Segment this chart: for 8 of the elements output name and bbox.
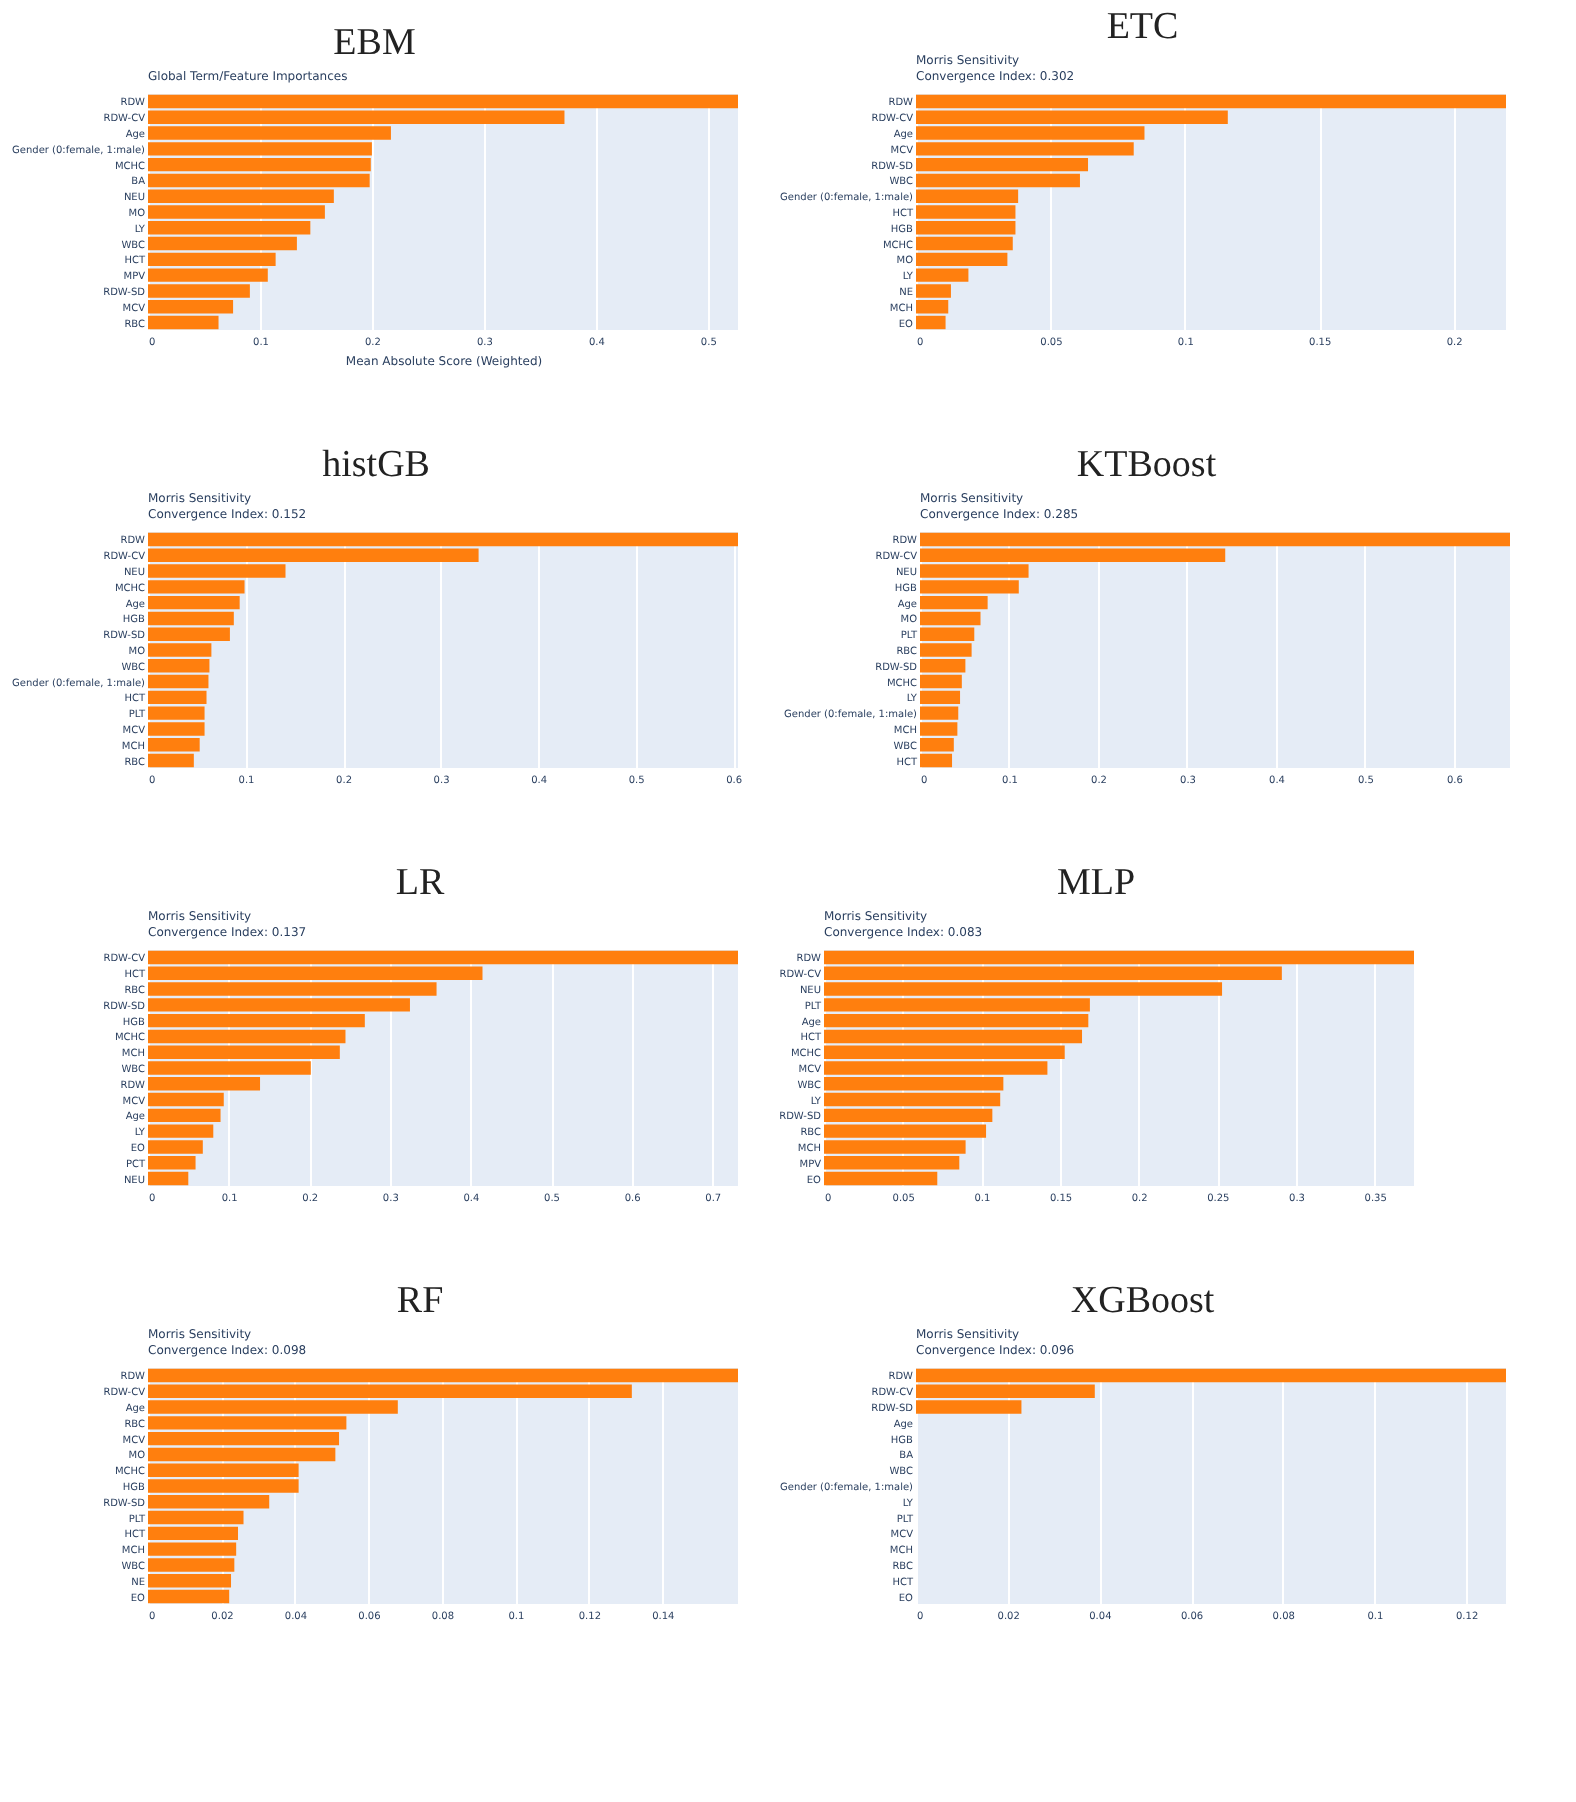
chart-title: RF bbox=[396, 1280, 444, 1322]
chart-title: XGBoost bbox=[1070, 1280, 1216, 1322]
chart-title: LR bbox=[395, 862, 446, 904]
chart-title: MLP bbox=[1057, 862, 1136, 904]
chart-title: KTBoost bbox=[1076, 444, 1218, 486]
chart-title: EBM bbox=[333, 22, 416, 64]
chart-title: histGB bbox=[322, 444, 430, 486]
chart-title: ETC bbox=[1106, 6, 1179, 48]
